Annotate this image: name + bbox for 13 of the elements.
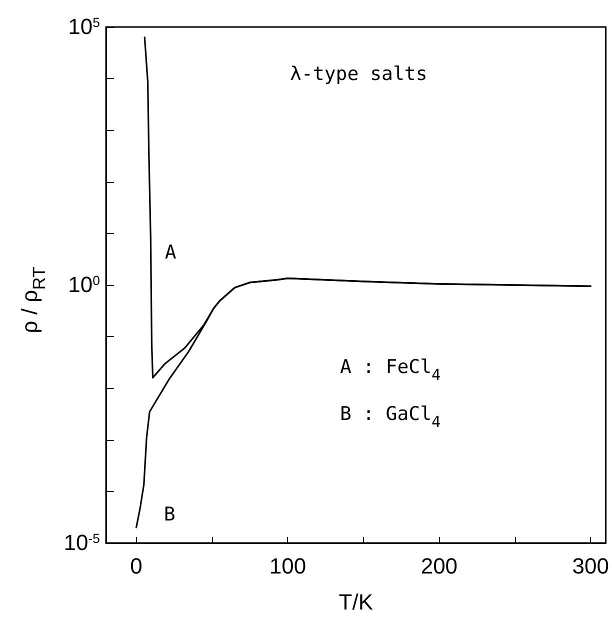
series-label: B: [164, 504, 176, 526]
x-tick-label: 300: [572, 554, 610, 578]
y-tick-label: 10$^{-5}$: [64, 530, 100, 555]
annotation: λ-type salts: [290, 63, 428, 85]
x-tick-label: 100: [269, 554, 306, 578]
series-label: A: [164, 241, 177, 264]
x-tick-label: 0: [130, 554, 142, 578]
x-tick-label: 200: [420, 554, 458, 578]
y-tick-label: 10$^{0}$: [68, 272, 100, 297]
annotation: B : GaCl$_{4}$: [340, 403, 441, 431]
y-tick-label: 10$^{5}$: [68, 14, 100, 39]
x-axis-title: T/K: [338, 590, 374, 614]
annotation: A : FeCl$_{4}$: [340, 356, 441, 384]
